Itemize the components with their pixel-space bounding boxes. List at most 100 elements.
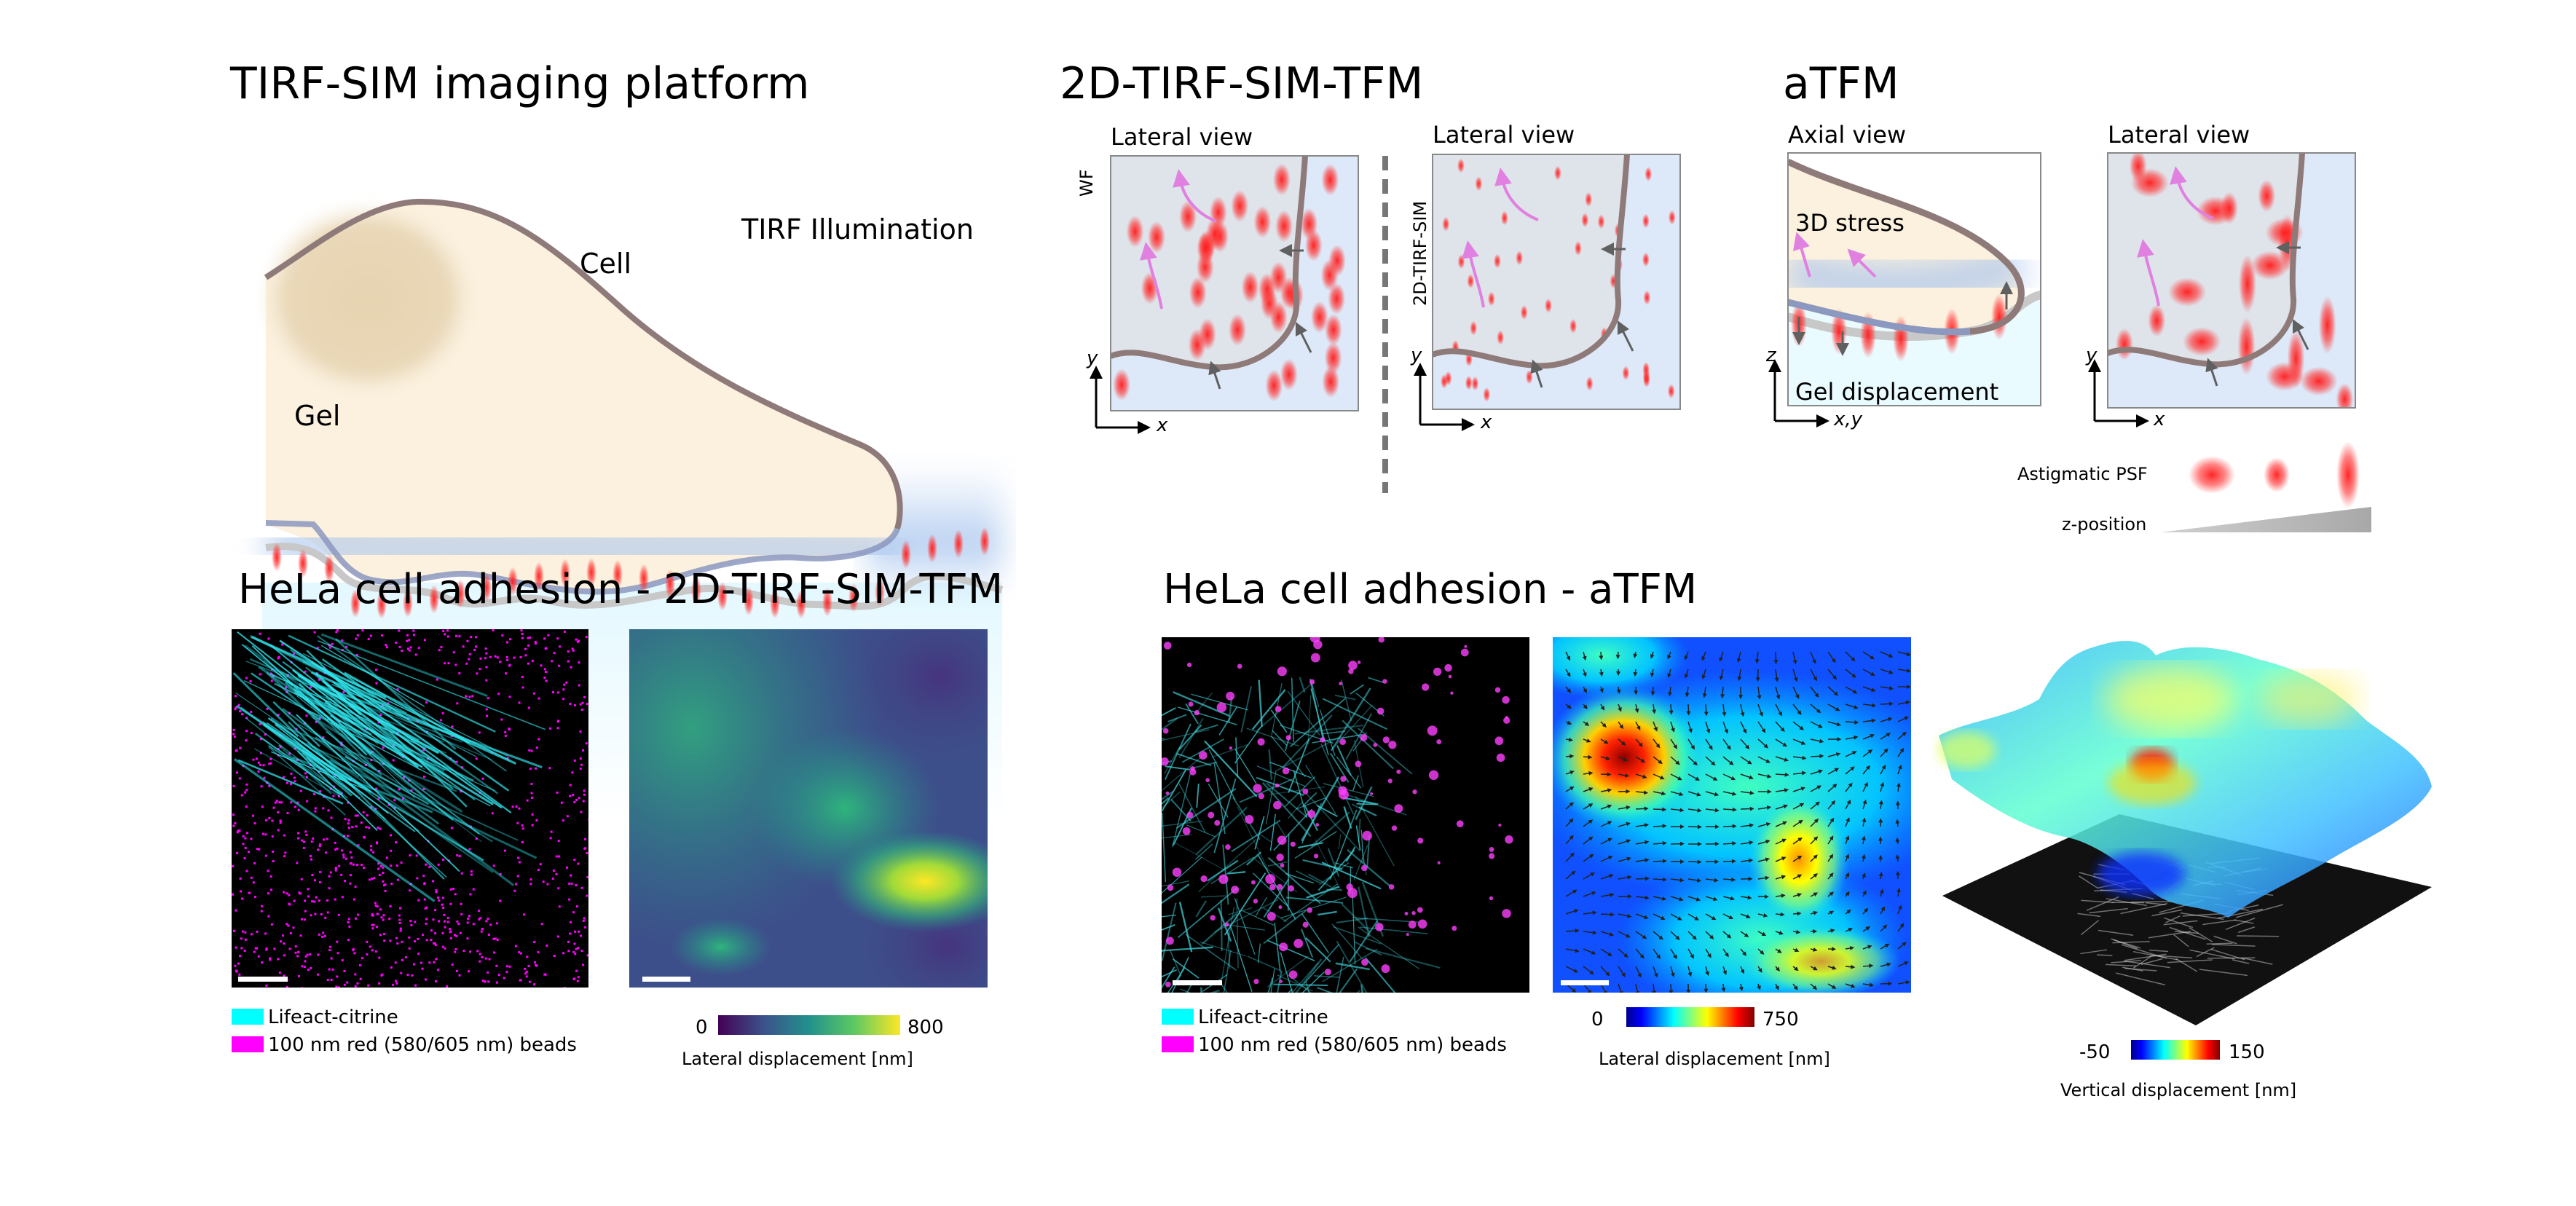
bead-speck — [408, 649, 411, 652]
bead-speck — [548, 727, 551, 730]
quiver-arrow — [1774, 669, 1779, 682]
quiver-arrow — [1792, 947, 1800, 953]
quiver-arrow — [1810, 983, 1818, 990]
bead-speck — [521, 827, 524, 830]
bead-speck — [434, 944, 437, 947]
bead-speck — [586, 894, 588, 897]
bead-speck — [413, 963, 416, 966]
quiver-arrow — [1722, 791, 1737, 796]
bead — [1279, 980, 1283, 983]
bead-speck — [586, 703, 588, 706]
bead-speck — [283, 954, 285, 957]
actin-fiber — [232, 672, 299, 738]
actin-fiber — [280, 640, 387, 711]
bead-speck — [242, 843, 245, 846]
actin-fiber — [1283, 883, 1338, 923]
quiver-arrow — [1705, 791, 1720, 797]
bead-speck — [385, 856, 388, 859]
bead-speck — [441, 931, 444, 934]
bead — [1257, 738, 1265, 746]
actin-fiber — [1289, 698, 1346, 748]
bead — [1272, 163, 1291, 196]
bead-speck — [556, 727, 559, 730]
bead-speck — [238, 973, 241, 976]
bead — [1309, 679, 1315, 685]
bead — [1276, 854, 1284, 862]
bead — [1361, 958, 1368, 966]
sim-lateral-panel — [1432, 154, 1681, 410]
actin-fiber — [1268, 749, 1273, 780]
bead — [1310, 301, 1328, 334]
bead-speck — [395, 841, 398, 844]
quiver-arrow — [1705, 896, 1718, 902]
actin-fiber — [1293, 770, 1308, 819]
colorbar-label: Lateral displacement [nm] — [682, 1049, 913, 1069]
bead — [796, 589, 806, 619]
actin-fiber — [296, 750, 378, 832]
cell-label-visible: Cell — [580, 248, 631, 280]
actin-fiber — [1331, 923, 1363, 959]
actin-fiber — [2237, 935, 2280, 937]
quiver-arrow — [1827, 983, 1837, 989]
bead-speck — [294, 951, 297, 954]
quiver-arrow — [1737, 669, 1742, 682]
bead-speck — [446, 916, 449, 919]
bead-speck — [336, 975, 339, 978]
bead — [1200, 875, 1208, 883]
actin-fiber — [1353, 845, 1368, 880]
bead — [1113, 368, 1131, 401]
actin-fiber — [1222, 844, 1229, 905]
bead-speck — [382, 872, 385, 875]
quiver-arrow — [1827, 817, 1835, 827]
bead-speck — [395, 980, 398, 982]
bead-speck — [277, 657, 280, 660]
bead-speck — [454, 893, 457, 896]
quiver-arrow — [1635, 840, 1650, 845]
actin-fiber — [1336, 956, 1344, 993]
bead-speck — [556, 691, 559, 694]
quiver-arrow — [1722, 896, 1736, 901]
actin-fiber — [2242, 957, 2273, 965]
quiver-arrow — [1740, 840, 1754, 846]
actin-fiber — [1284, 776, 1316, 808]
actin-fiber — [1341, 903, 1371, 933]
bead — [1229, 313, 1247, 346]
bead-speck — [267, 870, 269, 872]
bead-speck — [280, 801, 283, 804]
actin-fiber — [1172, 958, 1200, 979]
quiver-arrow — [1862, 703, 1877, 708]
actin-fiber — [2165, 915, 2181, 923]
actin-fiber — [2167, 959, 2213, 963]
bead-speck — [347, 939, 350, 942]
quiver-arrow — [1565, 948, 1580, 953]
bead-speck — [244, 938, 247, 941]
bead-speck — [294, 945, 297, 948]
actin-fiber — [1291, 677, 1294, 743]
bead-speck — [378, 770, 381, 773]
bead-speck — [433, 942, 436, 945]
quiver-arrow — [1810, 785, 1822, 792]
bead-speck — [537, 697, 540, 700]
bead — [1320, 737, 1326, 743]
actin-fiber — [1343, 806, 1352, 829]
quiver-arrow — [1565, 770, 1575, 775]
legend-label-lifeact: Lifeact-citrine — [268, 1006, 398, 1028]
bead — [1597, 214, 1605, 229]
bead — [1307, 810, 1316, 819]
actin-fiber — [2116, 972, 2165, 986]
bead-speck — [425, 906, 428, 909]
quiver-arrow — [1845, 704, 1859, 709]
actin-fiber — [1276, 970, 1283, 993]
bead-speck — [279, 745, 282, 748]
bead-speck — [515, 805, 518, 808]
bead-speck — [316, 973, 319, 976]
bead-speck — [449, 937, 452, 939]
bead-speck — [497, 693, 500, 695]
bead-speck — [444, 662, 446, 665]
bead-speck — [493, 951, 496, 954]
quiver-arrow — [1827, 669, 1838, 680]
bead-speck — [401, 958, 403, 961]
bead-speck — [273, 947, 276, 950]
bead — [1362, 830, 1372, 841]
bead-speck — [340, 873, 343, 876]
